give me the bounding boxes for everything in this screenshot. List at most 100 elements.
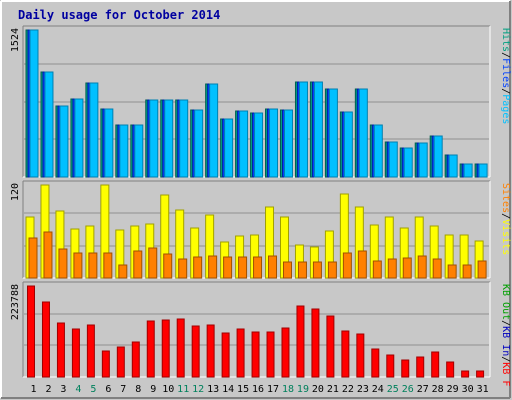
middle-bar-sites-day-15	[238, 256, 248, 279]
top-bar-pages-day-31	[478, 163, 488, 178]
bottom-bar-kb-f-day-30	[461, 370, 470, 378]
bottom-bar-kb-f-day-17	[266, 331, 275, 378]
legend-hits: Hits	[500, 28, 511, 52]
legend-kb-in: KB In	[500, 326, 511, 356]
legend-files: Files	[500, 58, 511, 88]
day-label-14: 14	[222, 384, 234, 395]
day-axis-labels: 1 2 3 4 5 6 7 8 9 10 11 12 13 14 15 16 17 18 19 20 21 22 23 24 2…	[30, 384, 488, 395]
day-label-20: 20	[312, 384, 324, 395]
middle-bar-sites-day-7	[118, 264, 128, 279]
middle-bar-sites-day-21	[327, 261, 337, 279]
day-label-18: 18	[282, 384, 294, 395]
bottom-bar-kb-f-day-6	[101, 350, 110, 378]
legend-sites: Sites	[500, 183, 511, 213]
day-label-4: 4	[75, 384, 81, 395]
day-label-2: 2	[45, 384, 51, 395]
bottom-bar-kb-f-day-25	[386, 354, 395, 378]
middle-bar-sites-day-26	[402, 257, 412, 279]
top-bar-pages-day-27	[418, 142, 428, 178]
top-bar-pages-day-4	[74, 98, 84, 178]
top-bar-pages-day-11	[179, 99, 189, 178]
middle-bar-sites-day-20	[312, 261, 322, 279]
legend-kb-out: KB Out	[500, 284, 511, 320]
middle-bar-sites-day-27	[417, 255, 427, 279]
bottom-bar-kb-f-day-11	[176, 318, 185, 378]
top-bar-pages-day-10	[164, 99, 174, 178]
day-label-7: 7	[120, 384, 126, 395]
top-legend: Hits/Files/Pages	[500, 28, 511, 124]
middle-bar-sites-day-8	[133, 250, 143, 279]
day-label-29: 29	[447, 384, 459, 395]
legend-separator: /	[500, 356, 511, 362]
middle-bar-sites-day-23	[357, 250, 367, 279]
top-bar-pages-day-29	[448, 154, 458, 178]
middle-bar-sites-day-9	[148, 247, 158, 279]
top-bar-pages-day-26	[403, 147, 413, 178]
bottom-bar-kb-f-day-27	[416, 356, 425, 378]
top-bar-pages-day-23	[358, 88, 368, 178]
top-bar-pages-day-2	[44, 71, 54, 178]
bottom-bar-kb-f-day-16	[251, 331, 260, 378]
bottom-bar-kb-f-day-2	[41, 301, 50, 378]
legend-pages: Pages	[500, 94, 511, 124]
top-bar-pages-day-8	[134, 124, 144, 178]
top-bar-pages-day-22	[343, 111, 353, 178]
day-label-6: 6	[105, 384, 111, 395]
middle-bar-sites-day-12	[193, 256, 203, 279]
legend-kb-f: KB F	[500, 362, 511, 386]
day-label-10: 10	[162, 384, 174, 395]
top-bar-pages-day-5	[89, 82, 99, 178]
middle-bar-sites-day-17	[268, 255, 278, 279]
top-bar-pages-day-1	[29, 29, 39, 178]
middle-bar-sites-day-16	[253, 256, 263, 279]
day-label-27: 27	[417, 384, 429, 395]
day-label-31: 31	[477, 384, 489, 395]
top-bar-pages-day-24	[373, 124, 383, 178]
middle-bar-sites-day-18	[282, 261, 292, 279]
day-label-5: 5	[90, 384, 96, 395]
bottom-bar-kb-f-day-12	[191, 325, 200, 378]
middle-bar-sites-day-29	[447, 264, 457, 279]
day-label-11: 11	[177, 384, 189, 395]
middle-bar-sites-day-19	[297, 261, 307, 279]
bottom-bar-kb-f-day-20	[311, 308, 320, 378]
day-label-12: 12	[192, 384, 204, 395]
top-bar-pages-day-14	[224, 118, 234, 178]
top-bar-pages-day-9	[149, 99, 159, 178]
day-label-19: 19	[297, 384, 309, 395]
day-label-8: 8	[135, 384, 141, 395]
top-bar-pages-day-13	[209, 83, 219, 178]
bottom-bar-kb-f-day-13	[206, 324, 215, 378]
bottom-bar-kb-f-day-1	[27, 285, 35, 378]
legend-visits: Visits	[500, 219, 511, 255]
day-label-25: 25	[387, 384, 399, 395]
middle-bar-sites-day-25	[387, 258, 397, 279]
day-label-16: 16	[252, 384, 264, 395]
day-label-30: 30	[462, 384, 474, 395]
middle-bar-sites-day-6	[103, 252, 113, 279]
day-label-1: 1	[30, 384, 36, 395]
top-bar-pages-day-21	[328, 88, 338, 178]
day-label-24: 24	[372, 384, 384, 395]
bottom-bar-kb-f-day-26	[401, 359, 410, 378]
bottom-bar-kb-f-day-3	[56, 322, 65, 378]
middle-ymax-label: 120	[10, 183, 21, 201]
middle-bar-sites-day-5	[88, 252, 98, 279]
top-bar-pages-day-20	[313, 81, 323, 178]
legend-separator: /	[500, 88, 511, 94]
legend-separator: /	[500, 52, 511, 58]
bottom-bar-kb-f-day-4	[71, 328, 80, 378]
bottom-legend: KB Out/KB In/KB F	[500, 284, 511, 386]
top-bar-pages-day-12	[194, 109, 204, 178]
middle-bar-sites-day-24	[372, 260, 382, 279]
bottom-bar-kb-f-day-21	[326, 315, 335, 378]
bottom-bar-kb-f-day-15	[236, 328, 245, 378]
top-bar-pages-day-17	[269, 108, 279, 178]
middle-panel: 120 Sites/Visits	[10, 180, 511, 279]
day-label-22: 22	[342, 384, 354, 395]
top-bar-pages-day-30	[463, 163, 473, 178]
bottom-bar-kb-f-day-22	[341, 330, 350, 378]
day-label-9: 9	[150, 384, 156, 395]
